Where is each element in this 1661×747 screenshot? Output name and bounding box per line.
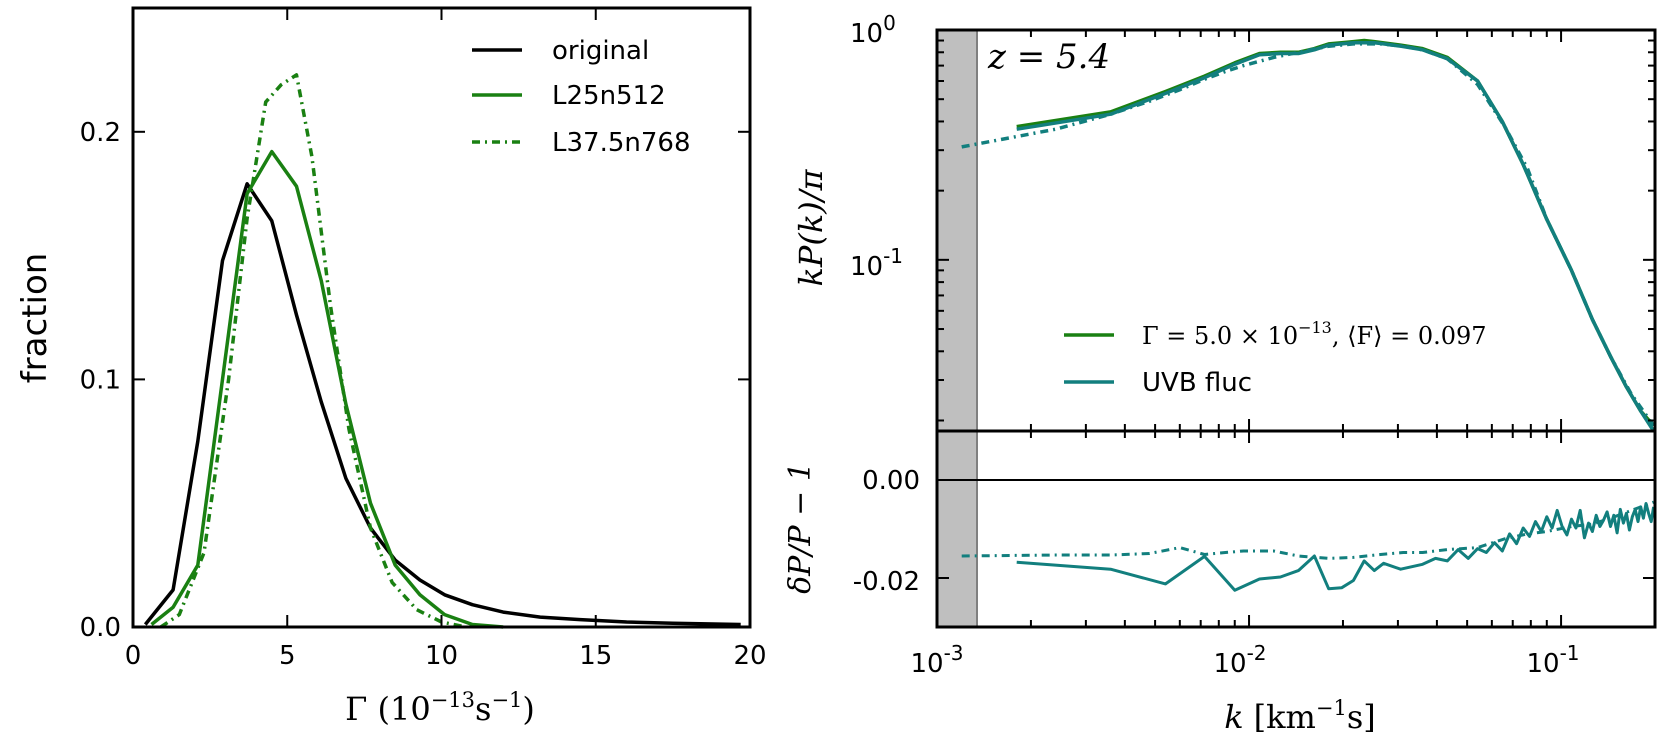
right-top-ylabel: kP(k)/π (792, 168, 830, 286)
left-axis-ticks: 0 5 10 15 20 0.0 0.1 0.2 (80, 8, 767, 671)
left-series-1 (150, 149, 504, 629)
right-top-series-1 (1016, 41, 1656, 432)
legend-label-uvb: UVB fluc (1142, 368, 1252, 398)
left-xlabel-sup2: −1 (491, 688, 522, 712)
right-bottom-series-1 (961, 500, 1655, 560)
right-top-panel: z = 5.4 100 10-1 kP(k)/π Γ = 5.0 × 10−13… (792, 11, 1657, 433)
legend-label-original: original (552, 36, 649, 66)
left-ytick-label: 0.2 (80, 118, 121, 148)
right-top-frame (935, 28, 1657, 433)
left-xtick-label: 15 (579, 641, 612, 671)
left-xlabel: Γ (10−13s−1) (345, 688, 535, 728)
left-legend: original L25n512 L37.5n768 (472, 36, 690, 158)
redshift-annotation: z = 5.4 (987, 37, 1110, 77)
left-ylabel: fraction (15, 253, 55, 384)
shaded-region-bottom (937, 431, 977, 627)
right-top-series-0 (1016, 38, 1655, 427)
rb-xtick-1e-2: 10-2 (1213, 641, 1266, 679)
left-series-2 (159, 73, 467, 629)
right-bottom-frame (935, 429, 1657, 629)
left-xlabel-unit: s (475, 690, 491, 728)
rb-ytick-m002: -0.02 (853, 567, 920, 597)
rt-ytick-0p1: 10-1 (850, 244, 903, 282)
left-series-0 (143, 182, 741, 627)
rb-xtick-1e-3: 10-3 (910, 641, 963, 679)
right-xlabel: k [km−1s] (1224, 696, 1375, 736)
rb-xtick-1e-1: 10-1 (1526, 641, 1579, 679)
right-bottom-ylabel: δP/P − 1 (783, 462, 818, 594)
left-xlabel-sup1: −13 (431, 688, 475, 712)
right-top-series (961, 38, 1656, 432)
rt-ytick-1: 100 (850, 11, 896, 49)
rb-ytick-0: 0.00 (862, 466, 920, 496)
right-legend: Γ = 5.0 × 10−13, ⟨F⟩ = 0.097 UVB fluc (1064, 318, 1487, 398)
legend-label-l25n512: L25n512 (552, 81, 666, 111)
left-xlabel-main: Γ (10 (345, 690, 431, 728)
right-bottom-series (937, 479, 1656, 592)
right-bottom-series-0 (1016, 502, 1656, 592)
left-plot-series (143, 73, 741, 629)
right-bottom-panel: 0.00 -0.02 δP/P − 1 10-3 10-2 10-1 k [km−… (783, 429, 1657, 736)
legend-label-l37n768: L37.5n768 (552, 128, 690, 158)
legend-label-gamma: Γ = 5.0 × 10−13, ⟨F⟩ = 0.097 (1142, 318, 1487, 350)
left-xtick-label: 0 (125, 641, 142, 671)
left-panel: 0 5 10 15 20 0.0 0.1 0.2 original L25n512 L37.5… (15, 6, 767, 728)
right-bottom-axis-ticks (936, 431, 1656, 627)
right-top-axis-ticks (936, 29, 1656, 431)
shaded-region-top (937, 30, 977, 431)
left-ytick-label: 0.0 (80, 613, 121, 643)
left-ytick-label: 0.1 (80, 365, 121, 395)
left-xtick-label: 10 (425, 641, 458, 671)
left-xtick-label: 5 (279, 641, 296, 671)
left-xtick-label: 20 (733, 641, 766, 671)
right-top-series-2 (961, 42, 1656, 427)
left-xlabel-close: ) (522, 690, 534, 728)
